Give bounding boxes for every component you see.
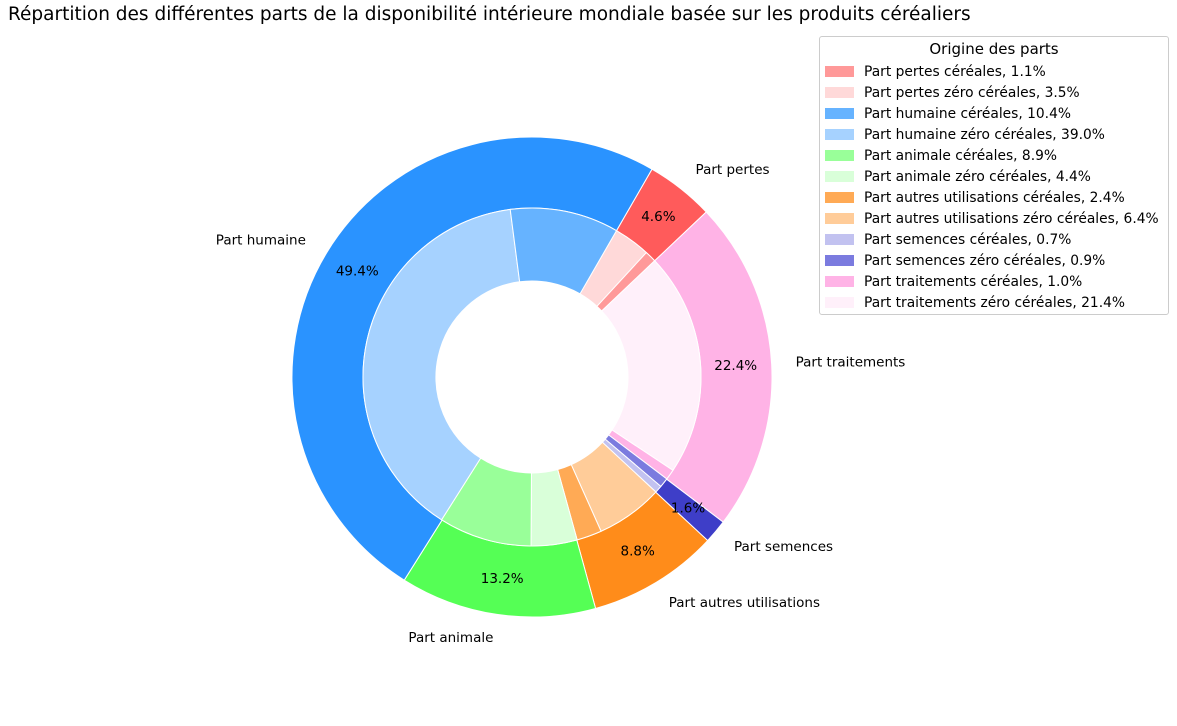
inner-ring (362, 207, 702, 547)
legend-item: Part semences zéro céréales, 0.9% (825, 250, 1105, 271)
inner-slice-part-humaine-z-ro-c-r-ales (362, 208, 521, 521)
legend-title: Origine des parts (929, 40, 1059, 58)
legend-label: Part animale céréales, 8.9% (864, 147, 1057, 164)
legend-item: Part animale zéro céréales, 4.4% (825, 166, 1091, 187)
inner-slice-part-humaine-c-r-ales (509, 207, 618, 295)
percent-label-part-pertes: 4.6% (641, 209, 675, 225)
percent-label-part-autres-utilisations: 8.8% (621, 543, 655, 559)
legend-swatch (825, 171, 854, 182)
legend-label: Part autres utilisations zéro céréales, … (864, 210, 1159, 227)
legend-swatch (825, 150, 854, 161)
outer-label-part-autres-utilisations: Part autres utilisations (669, 595, 820, 611)
legend-swatch (825, 66, 854, 77)
legend-label: Part semences céréales, 0.7% (864, 231, 1072, 248)
legend-label: Part traitements céréales, 1.0% (864, 273, 1083, 290)
legend-label: Part pertes zéro céréales, 3.5% (864, 84, 1080, 101)
legend-item: Part autres utilisations céréales, 2.4% (825, 187, 1125, 208)
legend-label: Part traitements zéro céréales, 21.4% (864, 294, 1125, 311)
legend-label: Part humaine zéro céréales, 39.0% (864, 126, 1105, 143)
outer-label-part-humaine: Part humaine (216, 233, 306, 249)
legend-swatch (825, 108, 854, 119)
legend-swatch (825, 297, 854, 308)
percent-label-part-humaine: 49.4% (336, 264, 379, 280)
legend: Origine des parts Part pertes céréales, … (819, 36, 1169, 315)
percent-label-part-animale: 13.2% (481, 571, 524, 587)
legend-item: Part humaine zéro céréales, 39.0% (825, 124, 1105, 145)
outer-label-part-animale: Part animale (408, 630, 493, 646)
inner-slice-part-traitements-z-ro-c-r-ales (600, 260, 702, 471)
percent-label-part-traitements: 22.4% (714, 358, 757, 374)
legend-label: Part pertes céréales, 1.1% (864, 63, 1046, 80)
legend-item: Part traitements zéro céréales, 21.4% (825, 292, 1125, 313)
outer-ring-percent-labels: 4.6% 22.4% 1.6% 8.8% 13.2% 49.4% (336, 209, 757, 587)
legend-item: Part traitements céréales, 1.0% (825, 271, 1082, 292)
chart-title: Répartition des différentes parts de la … (8, 4, 971, 25)
legend-item: Part animale céréales, 8.9% (825, 145, 1057, 166)
percent-label-part-semences: 1.6% (671, 500, 705, 516)
legend-swatch (825, 192, 854, 203)
legend-swatch (825, 213, 854, 224)
legend-swatch (825, 255, 854, 266)
outer-label-part-traitements: Part traitements (796, 355, 906, 371)
legend-swatch (825, 276, 854, 287)
legend-item: Part semences céréales, 0.7% (825, 229, 1071, 250)
legend-item: Part autres utilisations zéro céréales, … (825, 208, 1159, 229)
legend-swatch (825, 129, 854, 140)
legend-label: Part humaine céréales, 10.4% (864, 105, 1071, 122)
legend-label: Part autres utilisations céréales, 2.4% (864, 189, 1125, 206)
legend-swatch (825, 234, 854, 245)
legend-swatch (825, 87, 854, 98)
legend-item: Part pertes céréales, 1.1% (825, 61, 1046, 82)
legend-item: Part humaine céréales, 10.4% (825, 103, 1071, 124)
outer-label-part-semences: Part semences (734, 539, 833, 555)
legend-item: Part pertes zéro céréales, 3.5% (825, 82, 1080, 103)
outer-ring-labels: Part pertes Part traitements Part semences… (216, 162, 906, 646)
outer-label-part-pertes: Part pertes (696, 162, 770, 178)
legend-label: Part animale zéro céréales, 4.4% (864, 168, 1091, 185)
legend-label: Part semences zéro céréales, 0.9% (864, 252, 1106, 269)
